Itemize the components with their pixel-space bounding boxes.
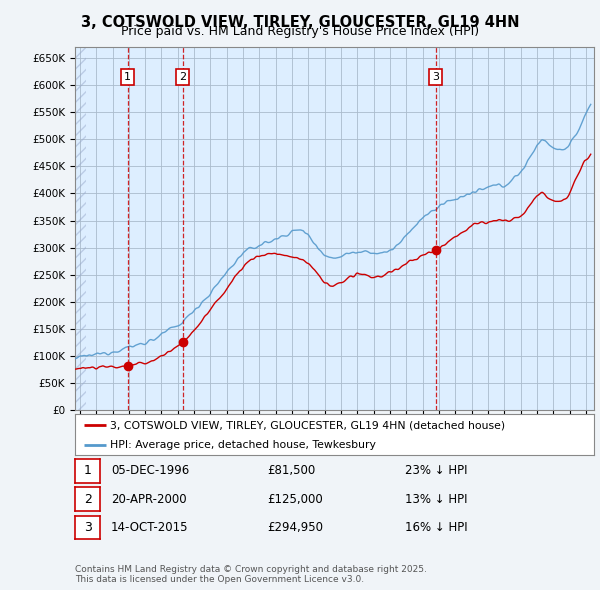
Text: 3, COTSWOLD VIEW, TIRLEY, GLOUCESTER, GL19 4HN (detached house): 3, COTSWOLD VIEW, TIRLEY, GLOUCESTER, GL… xyxy=(110,420,505,430)
Text: 20-APR-2000: 20-APR-2000 xyxy=(111,493,187,506)
Text: 16% ↓ HPI: 16% ↓ HPI xyxy=(405,521,467,534)
Text: 2: 2 xyxy=(179,72,186,82)
Text: Contains HM Land Registry data © Crown copyright and database right 2025.
This d: Contains HM Land Registry data © Crown c… xyxy=(75,565,427,584)
Text: 23% ↓ HPI: 23% ↓ HPI xyxy=(405,464,467,477)
Text: 14-OCT-2015: 14-OCT-2015 xyxy=(111,521,188,534)
Bar xyxy=(75,47,86,410)
Text: £125,000: £125,000 xyxy=(267,493,323,506)
Text: 13% ↓ HPI: 13% ↓ HPI xyxy=(405,493,467,506)
Text: 3: 3 xyxy=(432,72,439,82)
Text: £294,950: £294,950 xyxy=(267,521,323,534)
Text: £81,500: £81,500 xyxy=(267,464,315,477)
Text: 2: 2 xyxy=(83,493,92,506)
Text: 1: 1 xyxy=(124,72,131,82)
Text: 3: 3 xyxy=(83,521,92,534)
Text: 05-DEC-1996: 05-DEC-1996 xyxy=(111,464,189,477)
Text: HPI: Average price, detached house, Tewkesbury: HPI: Average price, detached house, Tewk… xyxy=(110,440,376,450)
Text: Price paid vs. HM Land Registry's House Price Index (HPI): Price paid vs. HM Land Registry's House … xyxy=(121,25,479,38)
Text: 1: 1 xyxy=(83,464,92,477)
Text: 3, COTSWOLD VIEW, TIRLEY, GLOUCESTER, GL19 4HN: 3, COTSWOLD VIEW, TIRLEY, GLOUCESTER, GL… xyxy=(81,15,519,30)
